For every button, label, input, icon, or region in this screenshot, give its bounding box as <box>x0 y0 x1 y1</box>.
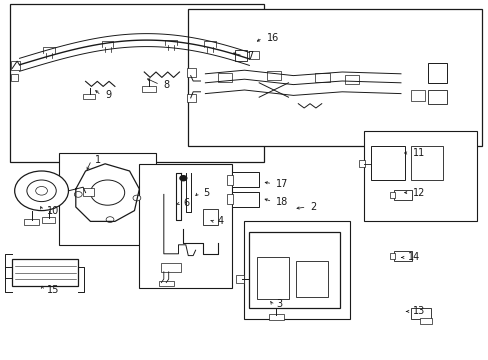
Bar <box>315 73 329 82</box>
Text: 13: 13 <box>412 306 425 316</box>
Bar <box>266 71 281 80</box>
Text: 6: 6 <box>183 198 189 208</box>
Bar <box>186 68 195 77</box>
Bar <box>203 209 217 225</box>
Text: 8: 8 <box>163 80 170 90</box>
Circle shape <box>133 195 141 201</box>
Bar <box>249 232 339 308</box>
Circle shape <box>15 171 68 211</box>
Bar <box>227 194 233 204</box>
Bar <box>142 86 156 92</box>
Bar <box>11 61 20 70</box>
Bar <box>227 175 233 185</box>
Text: 3: 3 <box>276 299 282 309</box>
Bar <box>59 153 156 245</box>
Bar <box>188 9 481 146</box>
Text: 10: 10 <box>46 206 59 216</box>
Bar <box>427 90 447 104</box>
Circle shape <box>180 176 186 181</box>
Text: 1: 1 <box>95 155 102 165</box>
Bar <box>236 275 243 283</box>
Bar <box>295 261 327 297</box>
Bar <box>249 51 259 59</box>
Bar <box>268 314 283 320</box>
Text: 11: 11 <box>412 148 425 158</box>
Bar <box>256 257 288 299</box>
Text: 7: 7 <box>246 51 253 61</box>
Circle shape <box>106 217 114 222</box>
Bar <box>11 74 18 81</box>
Text: 14: 14 <box>407 252 420 262</box>
Bar <box>186 94 195 102</box>
Text: 12: 12 <box>412 188 425 198</box>
Bar <box>344 75 359 84</box>
Bar <box>234 50 246 61</box>
Bar <box>410 90 425 101</box>
Bar <box>24 219 39 225</box>
Bar <box>83 188 94 196</box>
Bar <box>217 73 232 82</box>
Bar <box>83 94 95 99</box>
Bar <box>389 192 394 198</box>
Text: 5: 5 <box>203 188 209 198</box>
Bar <box>12 259 78 286</box>
Bar <box>393 251 411 261</box>
Bar <box>370 146 404 180</box>
Bar <box>359 160 365 167</box>
Bar <box>410 146 442 180</box>
Circle shape <box>74 192 82 197</box>
Bar <box>161 263 181 272</box>
Text: 2: 2 <box>310 202 316 212</box>
Circle shape <box>27 180 56 202</box>
Bar <box>159 281 173 286</box>
Bar <box>232 192 259 207</box>
Circle shape <box>36 186 47 195</box>
Bar <box>10 4 264 162</box>
Bar <box>364 131 476 221</box>
Bar <box>139 164 232 288</box>
Text: 9: 9 <box>105 90 111 100</box>
Bar <box>410 308 430 319</box>
Text: 16: 16 <box>266 33 278 43</box>
Text: 17: 17 <box>276 179 288 189</box>
Bar <box>427 63 447 83</box>
Bar <box>232 172 259 187</box>
Bar <box>244 221 349 319</box>
Bar <box>389 253 394 259</box>
Bar <box>393 190 411 200</box>
Text: 4: 4 <box>217 216 224 226</box>
Bar <box>419 318 431 324</box>
Text: 18: 18 <box>276 197 288 207</box>
Bar <box>41 217 55 223</box>
Text: 15: 15 <box>46 285 59 295</box>
